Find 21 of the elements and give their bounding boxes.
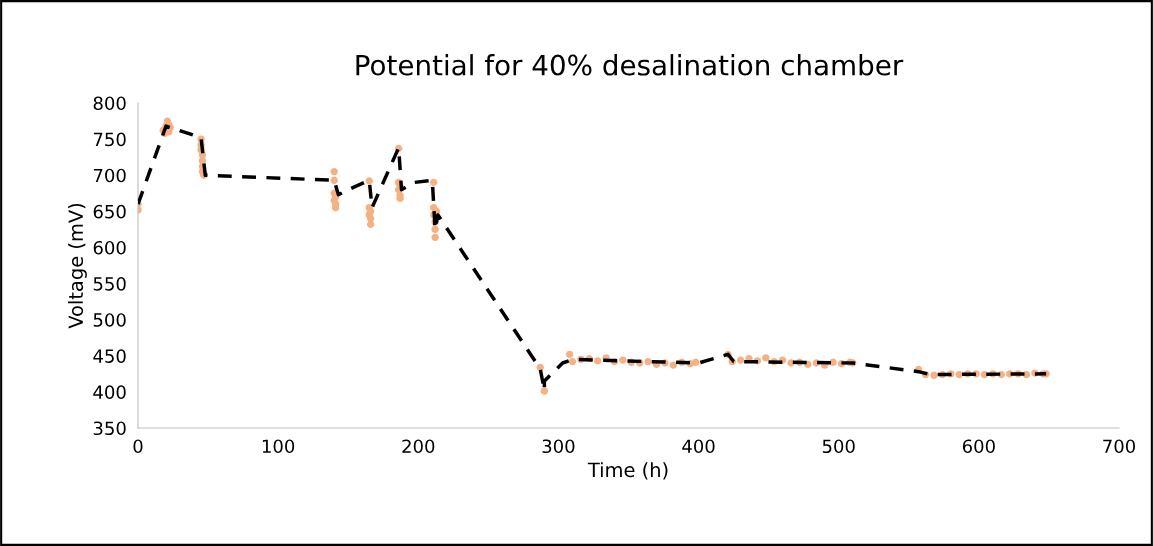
x-tick-label: 700 — [1103, 439, 1136, 454]
chart-title: Potential for 40% desalination chamber — [356, 54, 904, 76]
y-tick-label: 650 — [93, 204, 126, 219]
y-tick-label: 450 — [93, 349, 126, 363]
y-tick-label: 750 — [93, 132, 126, 147]
x-axis-title: Time (h) — [587, 462, 668, 480]
x-tick-label: 400 — [682, 439, 715, 454]
y-tick-label: 350 — [93, 421, 126, 436]
y-tick-label: 600 — [93, 240, 126, 255]
x-tick-label: 600 — [962, 439, 995, 454]
y-tick-label: 500 — [93, 313, 126, 327]
y-tick-label: 700 — [93, 168, 126, 183]
x-tick-label: 200 — [402, 439, 435, 454]
y-tick-label: 400 — [93, 385, 126, 400]
y-axis-title: Voltage (mV) — [68, 203, 87, 329]
x-tick-label: 500 — [822, 439, 855, 454]
x-tick-label: 100 — [262, 439, 295, 454]
y-tick-label: 800 — [93, 96, 126, 111]
y-tick-label: 550 — [93, 277, 126, 291]
x-tick-label: 0 — [133, 439, 143, 454]
x-tick-label: 300 — [542, 439, 575, 454]
